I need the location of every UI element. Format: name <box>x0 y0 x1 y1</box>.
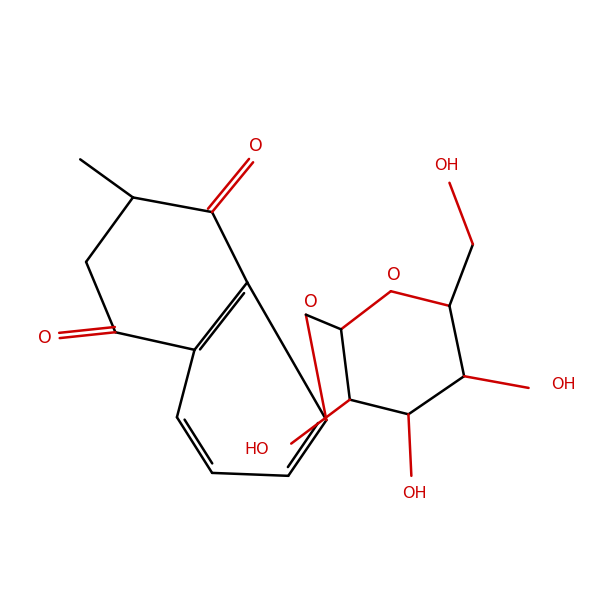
Text: HO: HO <box>244 442 269 457</box>
Text: O: O <box>249 137 263 155</box>
Text: OH: OH <box>434 158 459 173</box>
Text: OH: OH <box>551 377 575 392</box>
Text: OH: OH <box>402 486 427 501</box>
Text: O: O <box>304 293 317 311</box>
Text: O: O <box>387 266 401 284</box>
Text: O: O <box>38 329 52 347</box>
